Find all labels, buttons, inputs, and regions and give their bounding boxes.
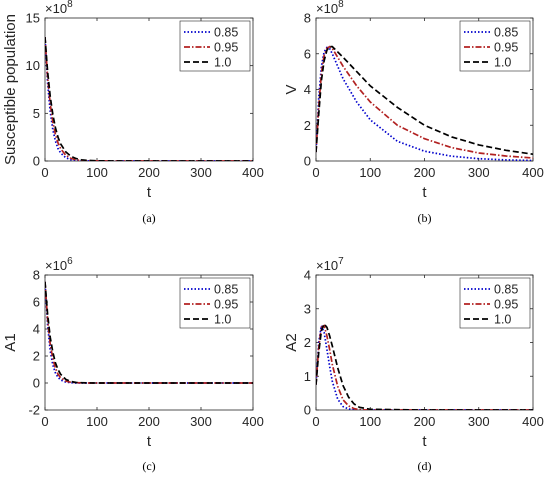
legend-label-0: 0.85	[494, 283, 518, 297]
panel-c: 0 100 200 300 400-202468×106tA10.850.951.0(c…	[2, 256, 264, 473]
y-tick-label: 3	[304, 301, 311, 316]
y-tick-label: 6	[33, 295, 40, 310]
x-tick-label: 0	[41, 414, 48, 429]
y-exponent-label: ×108	[316, 0, 344, 16]
panel-caption: (a)	[142, 211, 155, 225]
y-tick-label: 2	[304, 335, 311, 350]
y-tick-label: 15	[26, 11, 40, 26]
y-tick-label: 8	[304, 11, 311, 26]
x-axis-label: t	[147, 433, 152, 450]
y-axis-label: V	[283, 84, 300, 94]
x-tick-label: 100	[86, 165, 108, 180]
y-tick-label: 4	[304, 82, 311, 97]
panel-caption: (c)	[142, 459, 155, 473]
legend-label-2: 1.0	[214, 313, 231, 327]
legend-label-1: 0.95	[214, 298, 238, 312]
legend-label-2: 1.0	[494, 313, 511, 327]
series-line-2	[316, 322, 533, 410]
x-tick-label: 400	[522, 165, 544, 180]
legend-box	[179, 277, 251, 329]
x-tick-label: 200	[138, 414, 160, 429]
x-tick-label: 0	[41, 165, 48, 180]
series-line-1	[45, 281, 253, 384]
legend-label-0: 0.85	[494, 26, 518, 40]
x-tick-label: 200	[138, 165, 160, 180]
y-tick-label: 6	[304, 46, 311, 61]
y-axis-label: A2	[283, 333, 300, 351]
legend-label-0: 0.85	[214, 26, 238, 40]
x-tick-label: 300	[190, 165, 212, 180]
legend-label-1: 0.95	[494, 41, 518, 55]
panel-b: 0 100 200 300 400 0 2 4 6 8 ×108 t V 0.850.951.0 (b)	[283, 0, 544, 225]
y-tick-label: 0	[33, 376, 40, 391]
y-tick-label: -2	[28, 403, 40, 418]
y-axis-label: A1	[2, 333, 19, 351]
y-tick-label: 0	[33, 154, 40, 169]
x-axis-label: t	[422, 433, 427, 450]
y-tick-label: 1	[304, 369, 311, 384]
legend-label-1: 0.95	[214, 41, 238, 55]
panel-d: 0 100 200 300 400 0 1 2 3 4 ×107 t A2 0.850.951.0 (d)	[283, 256, 544, 473]
legend-box	[459, 277, 531, 329]
legend-label-1: 0.95	[494, 298, 518, 312]
panel-caption: (b)	[418, 211, 432, 225]
legend-label-2: 1.0	[214, 56, 231, 70]
x-tick-label: 100	[86, 414, 108, 429]
x-tick-label: 200	[414, 165, 436, 180]
x-tick-label: 300	[190, 414, 212, 429]
x-axis-label: t	[147, 184, 152, 201]
y-tick-label: 5	[33, 106, 40, 121]
panel-a: 0 100 200 300 400 0 5 10 15 ×108 t Susceptible popu…	[2, 0, 264, 225]
y-tick-label: 8	[33, 268, 40, 283]
y-tick-label: 2	[33, 349, 40, 364]
y-tick-label: 0	[304, 154, 311, 169]
y-tick-label: 4	[33, 322, 40, 337]
x-tick-label: 0	[312, 165, 319, 180]
y-exponent-label: ×107	[316, 256, 344, 273]
x-tick-label: 400	[242, 165, 264, 180]
x-tick-label: 300	[468, 414, 490, 429]
y-tick-label: 10	[26, 58, 40, 73]
y-tick-label: 4	[304, 268, 311, 283]
legend-box	[459, 20, 531, 72]
x-tick-label: 100	[359, 165, 381, 180]
y-tick-label: 0	[304, 403, 311, 418]
y-axis-label: Susceptible population	[2, 14, 19, 165]
legend-box	[179, 20, 251, 72]
x-tick-label: 100	[359, 414, 381, 429]
x-tick-label: 300	[468, 165, 490, 180]
y-tick-label: 2	[304, 118, 311, 133]
series-line-0	[316, 46, 533, 161]
series-line-2	[45, 281, 253, 384]
y-exponent-label: ×108	[45, 0, 73, 16]
x-tick-label: 400	[522, 414, 544, 429]
series-line-1	[316, 45, 533, 159]
y-exponent-label: ×106	[45, 256, 73, 273]
panel-caption: (d)	[418, 459, 432, 473]
x-tick-label: 0	[312, 414, 319, 429]
x-tick-label: 200	[414, 414, 436, 429]
series-line-0	[45, 37, 253, 161]
legend-label-0: 0.85	[214, 283, 238, 297]
series-line-1	[45, 37, 253, 161]
x-tick-label: 400	[242, 414, 264, 429]
legend-label-2: 1.0	[494, 56, 511, 70]
series-line-2	[316, 45, 533, 156]
x-axis-label: t	[422, 184, 427, 201]
